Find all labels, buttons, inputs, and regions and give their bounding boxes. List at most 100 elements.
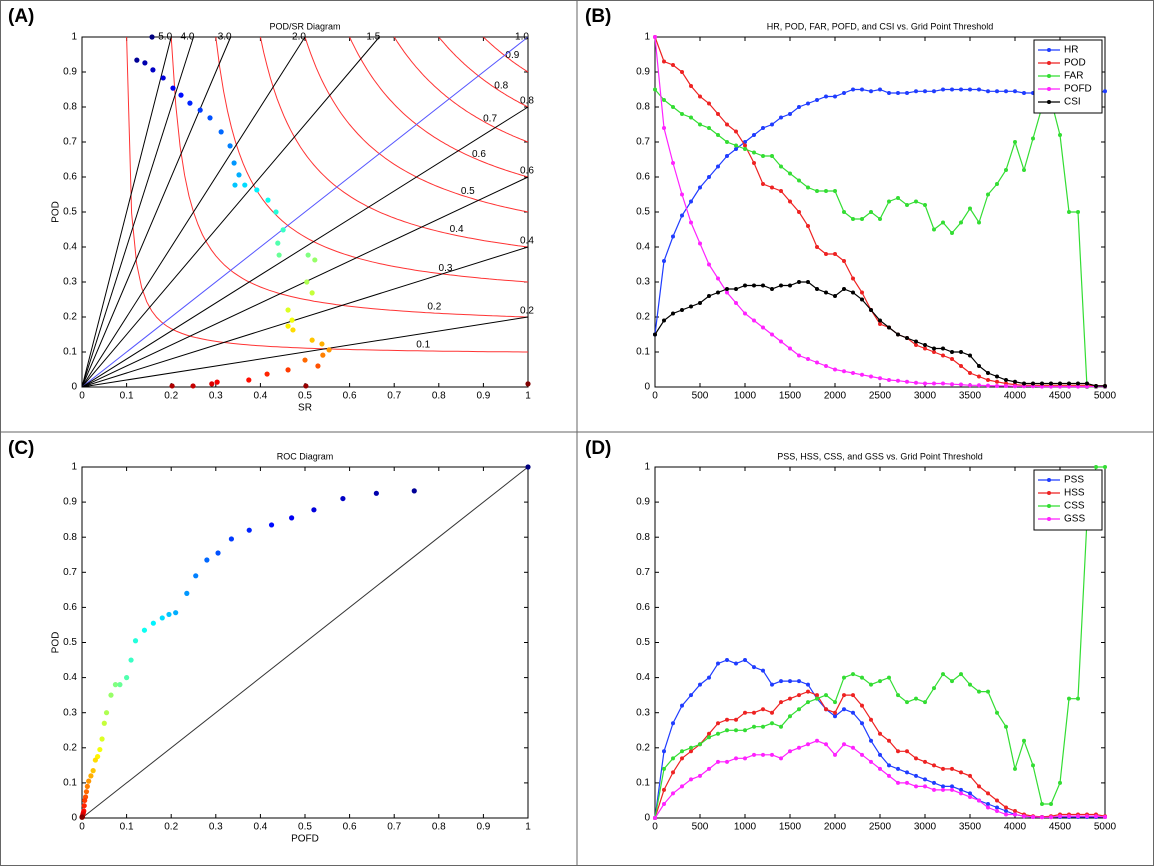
point xyxy=(303,383,309,389)
series-marker xyxy=(698,94,702,99)
x-tick-label: 0.9 xyxy=(476,822,490,833)
series-marker xyxy=(653,35,657,39)
series-marker xyxy=(878,318,882,323)
series-marker xyxy=(788,199,792,204)
series-marker xyxy=(725,290,729,295)
series-marker xyxy=(1076,696,1080,701)
series-marker xyxy=(977,364,981,368)
x-tick-label: 4000 xyxy=(1004,391,1027,402)
series-marker xyxy=(779,189,783,193)
series-marker xyxy=(995,383,999,388)
x-tick-label: 0.1 xyxy=(120,391,134,402)
series-marker xyxy=(689,693,693,698)
y-tick-label: 1 xyxy=(644,32,650,43)
series-marker xyxy=(887,91,891,95)
bias-label: 0.2 xyxy=(520,306,534,317)
series-marker xyxy=(959,350,963,354)
x-tick-label: 1 xyxy=(525,391,531,402)
x-tick-label: 1500 xyxy=(779,822,802,833)
x-axis-label: POFD xyxy=(291,834,319,845)
series-marker xyxy=(689,84,693,88)
point xyxy=(193,573,199,579)
series-marker xyxy=(662,787,666,792)
series-marker xyxy=(1049,381,1053,386)
legend-label: POD xyxy=(1064,58,1086,69)
series-marker xyxy=(1031,384,1035,389)
series-marker xyxy=(734,756,738,761)
series-marker xyxy=(743,756,747,761)
series-marker xyxy=(698,185,702,190)
series-marker xyxy=(995,379,999,384)
point xyxy=(86,778,92,784)
series-marker xyxy=(977,383,981,388)
series-marker xyxy=(914,696,918,701)
series-marker xyxy=(896,196,900,200)
series-marker xyxy=(905,749,909,754)
x-tick-label: 0.3 xyxy=(209,822,223,833)
series-marker xyxy=(725,122,729,127)
x-tick-label: 5000 xyxy=(1094,822,1117,833)
series-marker xyxy=(860,297,864,302)
series-marker xyxy=(1058,381,1062,386)
series-marker xyxy=(941,353,945,358)
x-tick-label: 0.5 xyxy=(298,822,312,833)
plot-area xyxy=(654,36,1106,388)
series-marker xyxy=(824,693,828,698)
series-marker xyxy=(968,682,972,687)
series-marker xyxy=(671,63,675,67)
y-tick-label: 0.2 xyxy=(63,312,77,323)
series-marker xyxy=(1022,168,1026,172)
bias-label: 4.0 xyxy=(181,32,195,43)
series-marker xyxy=(815,287,819,291)
series-marker xyxy=(1040,801,1044,806)
series-marker xyxy=(743,143,747,148)
y-tick-label: 0.4 xyxy=(63,242,77,253)
series-marker xyxy=(752,752,756,757)
y-tick-label: 0.6 xyxy=(63,172,77,183)
series-marker xyxy=(1058,780,1062,785)
series-marker xyxy=(689,777,693,782)
point xyxy=(190,383,196,389)
y-tick-label: 1 xyxy=(71,462,77,473)
series-marker xyxy=(950,766,954,771)
series-marker xyxy=(1031,763,1035,768)
point xyxy=(373,490,379,496)
series-marker xyxy=(878,87,882,92)
series-marker xyxy=(995,805,999,810)
series-marker xyxy=(959,770,963,775)
series-marker xyxy=(761,154,765,158)
series-marker xyxy=(671,721,675,726)
x-tick-label: 3000 xyxy=(914,822,937,833)
legend-label: FAR xyxy=(1064,71,1083,82)
series-marker xyxy=(662,259,666,263)
series-marker xyxy=(977,784,981,789)
series-marker xyxy=(680,749,684,754)
bias-label: 3.0 xyxy=(218,32,232,43)
series-marker xyxy=(788,679,792,684)
series-marker xyxy=(860,721,864,726)
series-marker xyxy=(1022,738,1026,743)
series-marker xyxy=(797,679,801,684)
series-marker xyxy=(743,728,747,733)
point xyxy=(83,789,90,795)
series-marker xyxy=(986,383,990,388)
series-marker xyxy=(959,382,963,387)
series-marker xyxy=(833,252,837,256)
x-tick-label: 0 xyxy=(79,391,85,402)
point xyxy=(90,768,96,774)
point xyxy=(215,550,221,556)
series-marker xyxy=(932,227,936,232)
series-marker xyxy=(698,301,702,305)
series-marker xyxy=(725,287,729,291)
series-marker xyxy=(959,87,963,92)
series-marker xyxy=(797,280,801,284)
series-marker xyxy=(689,304,693,309)
point xyxy=(142,60,148,66)
series-marker xyxy=(896,91,900,95)
series-marker xyxy=(842,91,846,95)
y-tick-label: 0.2 xyxy=(636,742,650,753)
x-tick-label: 4500 xyxy=(1049,822,1072,833)
point xyxy=(311,507,317,513)
series-marker xyxy=(995,808,999,813)
